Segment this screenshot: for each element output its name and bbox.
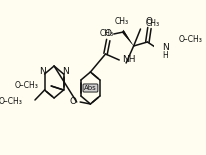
Text: N: N <box>162 44 169 53</box>
Text: O: O <box>70 97 77 106</box>
Polygon shape <box>122 30 134 46</box>
Text: O: O <box>105 29 112 38</box>
Text: N: N <box>39 67 46 77</box>
Polygon shape <box>123 31 134 46</box>
Text: O: O <box>146 18 153 27</box>
Text: NH: NH <box>122 55 136 64</box>
Text: N: N <box>62 67 69 77</box>
Text: O–CH₃: O–CH₃ <box>179 35 203 44</box>
Text: O–CH₃: O–CH₃ <box>15 82 39 91</box>
Text: O–CH₃: O–CH₃ <box>0 97 23 106</box>
Text: CH₃: CH₃ <box>145 20 159 29</box>
Text: H: H <box>162 51 167 60</box>
Text: CH₃: CH₃ <box>115 18 129 27</box>
Text: Abs: Abs <box>84 85 97 91</box>
Text: CH₃: CH₃ <box>100 29 114 38</box>
